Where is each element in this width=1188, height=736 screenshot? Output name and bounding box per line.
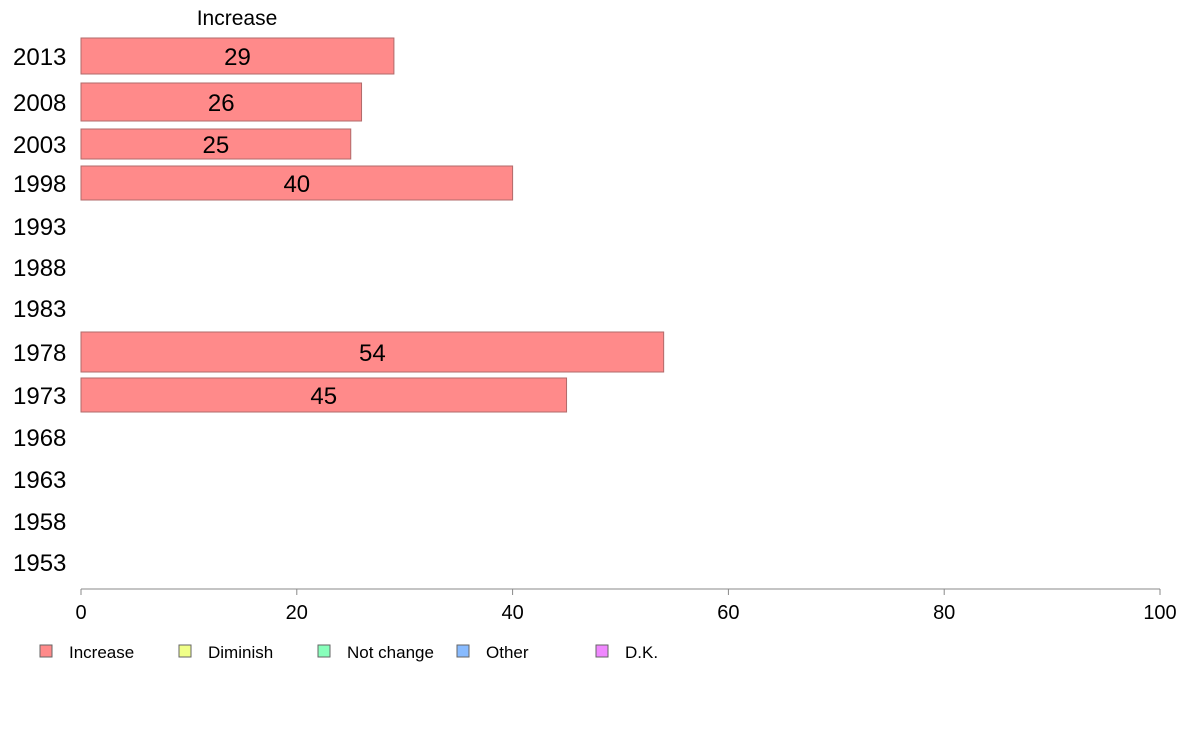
year-labels-group: 2013 2008 2003 1998 1993 1988 1983 1978 1973 1968…: [13, 44, 66, 577]
legend: Increase Diminish Not change Other D.K.: [39, 643, 658, 662]
y-tick-label: 1963: [13, 467, 66, 494]
y-tick-label: 1958: [13, 509, 66, 536]
y-tick-label: 2013: [13, 44, 66, 71]
bar-value-label: 29: [224, 44, 251, 71]
legend-swatch: [456, 644, 470, 658]
legend-swatch: [595, 644, 609, 658]
y-tick-label: 1993: [13, 214, 66, 241]
bar-value-label: 45: [310, 383, 337, 410]
bar-value-label: 26: [208, 90, 235, 117]
y-tick-label: 2003: [13, 132, 66, 159]
bar: [80, 37, 395, 75]
x-tick-label: 80: [933, 602, 955, 624]
bar: [80, 128, 352, 160]
bar: [80, 165, 514, 201]
legend-swatch: [39, 644, 53, 658]
x-tick-label: 0: [75, 602, 86, 624]
legend-label: D.K.: [625, 643, 658, 662]
x-tick-label: 40: [501, 602, 523, 624]
bar: [80, 331, 665, 373]
legend-label: Not change: [347, 643, 434, 662]
x-tick-label: 100: [1143, 602, 1176, 624]
legend-swatch: [317, 644, 331, 658]
bar-value-label: 40: [283, 171, 310, 198]
y-tick-label: 1988: [13, 255, 66, 282]
bars-group: 29 26 25 40 54 45: [80, 37, 665, 413]
legend-label: Increase: [69, 643, 134, 662]
x-tick-label: 60: [717, 602, 739, 624]
panel-title: Increase: [197, 7, 278, 30]
y-tick-label: 1968: [13, 425, 66, 452]
y-tick-label: 1973: [13, 383, 66, 410]
bar: [80, 82, 363, 122]
x-tick-label: 20: [286, 602, 308, 624]
bar: [80, 377, 568, 413]
bar-value-label: 54: [359, 340, 386, 367]
y-tick-label: 1978: [13, 340, 66, 367]
legend-swatch: [178, 644, 192, 658]
y-tick-label: 1983: [13, 296, 66, 323]
y-tick-label: 2008: [13, 90, 66, 117]
y-tick-label: 1998: [13, 171, 66, 198]
x-axis: 0 20 40 60 80 100: [75, 588, 1177, 624]
bar-value-label: 25: [203, 132, 230, 159]
legend-label: Diminish: [208, 643, 273, 662]
y-tick-label: 1953: [13, 550, 66, 577]
legend-label: Other: [486, 643, 529, 662]
